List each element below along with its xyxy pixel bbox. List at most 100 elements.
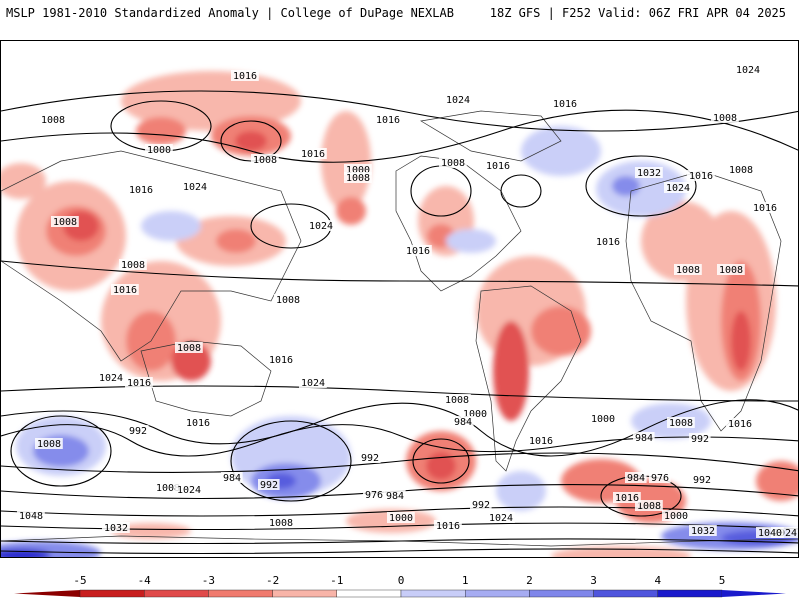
isobar-label-bg — [689, 433, 711, 444]
isobar-label: 1016 — [728, 419, 752, 430]
isobar-label-bg — [127, 425, 149, 436]
isobar-label-bg — [594, 236, 622, 247]
isobar-label: 992 — [693, 475, 711, 486]
isobar-label-bg — [51, 216, 79, 227]
colorbar-tick-label: -4 — [137, 574, 151, 587]
isobar-label-bg — [687, 170, 715, 181]
isobar-label-bg — [184, 417, 212, 428]
isobar-label-bg — [267, 354, 295, 365]
isobar-label: 1016 — [553, 99, 577, 110]
colorbar-tick-label: 0 — [397, 574, 405, 587]
colorbar-segment — [593, 589, 658, 598]
isobar-label-bg — [154, 482, 182, 493]
isobar-label-bg — [633, 432, 655, 443]
isobar-label-bg — [258, 479, 280, 490]
isobar-label-bg — [551, 98, 579, 109]
isobar-label-bg — [102, 522, 130, 533]
isobar-label-bg — [39, 114, 67, 125]
isobar-label: 1024 — [301, 378, 325, 389]
isobar-label: 1016 — [376, 115, 400, 126]
isobar-label-bg — [756, 527, 784, 538]
isobar-label: 1000 — [463, 409, 487, 420]
isobar-label: 1024 — [773, 528, 797, 539]
isobar-label: 1032 — [691, 526, 715, 537]
isobar-label: 1016 — [301, 149, 325, 160]
colorbar-segment — [208, 589, 273, 598]
isobar-label-bg — [111, 284, 139, 295]
isobar-label: 1024 — [309, 221, 333, 232]
colorbar-segment — [400, 589, 466, 598]
isobar-label: 1008 — [445, 395, 469, 406]
isobar-label-bg — [613, 492, 641, 503]
isobar-label: 992 — [260, 480, 278, 491]
isobar-label-bg — [726, 418, 754, 429]
isobar-label: 1016 — [186, 418, 210, 429]
isobar-label-bg — [363, 489, 385, 500]
isobar-label-bg — [404, 245, 432, 256]
colorbar: -5 -4 -3 -2 -1 0 1 2 3 4 5 — [0, 568, 800, 600]
isobar-label-bg — [307, 220, 335, 231]
isobar-label: 1008 — [719, 265, 743, 276]
isobar-label-bg — [470, 499, 492, 510]
isobar-label: 1032 — [637, 168, 661, 179]
colorbar-segment — [143, 589, 209, 598]
isobar-label-bg — [119, 259, 147, 270]
isobar-label: 1024 — [666, 183, 690, 194]
isobar-label-bg — [299, 148, 327, 159]
colorbar-tick-label: -2 — [265, 574, 280, 587]
isobar-label: 1016 — [406, 246, 430, 257]
colorbar-tick-label: 1 — [461, 574, 469, 587]
isobar-label: 1008 — [676, 265, 700, 276]
isobar-labels: 1016 1008 1000 1008 1024 1016 1016 1024 1016 1000… — [17, 64, 798, 539]
isobar-label-bg — [374, 114, 402, 125]
isobar-label: 1008 — [37, 439, 61, 450]
isobar-label-bg — [145, 144, 173, 155]
isobar-label: 984 — [627, 473, 645, 484]
isobar-label: 992 — [129, 426, 147, 437]
colorbar-segment — [657, 589, 723, 598]
isobar-label: 1008 — [276, 295, 300, 306]
model-valid-time: 18Z GFS | F252 Valid: 06Z FRI APR 04 202… — [489, 6, 786, 20]
isobar-label-bg — [231, 70, 259, 81]
isobar-label: 1008 — [41, 115, 65, 126]
colorbar-tick-label: -3 — [201, 574, 216, 587]
isobar-label-bg — [664, 182, 692, 193]
isobar-label: 1016 — [486, 161, 510, 172]
isobar-label: 1008 — [253, 155, 277, 166]
isobar-label: 984 — [635, 433, 653, 444]
anomaly-map: 1016 1008 1000 1008 1024 1016 1016 1024 1016 1000… — [1, 64, 798, 557]
isobar-label-bg — [674, 264, 702, 275]
isobar-label: 1016 — [436, 521, 460, 532]
isobar-label: 1008 — [177, 343, 201, 354]
isobar-label-bg — [274, 294, 302, 305]
isobar-label: 992 — [472, 500, 490, 511]
isobar-label: 984 — [223, 473, 241, 484]
isobar-label: 1000 — [591, 414, 615, 425]
isobar-label-bg — [452, 416, 474, 427]
isobar-label: 1016 — [233, 71, 257, 82]
isobar-label-bg — [444, 94, 472, 105]
isobar-label-bg — [175, 484, 203, 495]
colorbar-tick-label: 2 — [526, 574, 533, 587]
isobar-label-bg — [443, 394, 471, 405]
isobar-label-bg — [691, 474, 713, 485]
colorbar-segment — [79, 589, 145, 598]
isobar-label: 992 — [691, 434, 709, 445]
isobar-label: 1008 — [53, 217, 77, 228]
isobar-label-bg — [181, 181, 209, 192]
colorbar-svg — [14, 589, 786, 598]
isobar-label-bg — [649, 472, 671, 483]
isobar-label: 1016 — [753, 203, 777, 214]
isobar-label: 1048 — [19, 511, 43, 522]
isobar-label-bg — [487, 512, 515, 523]
isobar-label: 1016 — [113, 285, 137, 296]
isobar-label-bg — [127, 184, 155, 195]
isobar-label: 1008 — [713, 113, 737, 124]
isobar-label: 1008 — [729, 165, 753, 176]
isobar-label: 1016 — [129, 185, 153, 196]
isobar-label-bg — [267, 517, 295, 528]
colorbar-tick-label: -1 — [330, 574, 344, 587]
isobar-label: 1008 — [637, 501, 661, 512]
isobar-label-bg — [344, 164, 372, 175]
anomaly-shading — [1, 71, 798, 557]
